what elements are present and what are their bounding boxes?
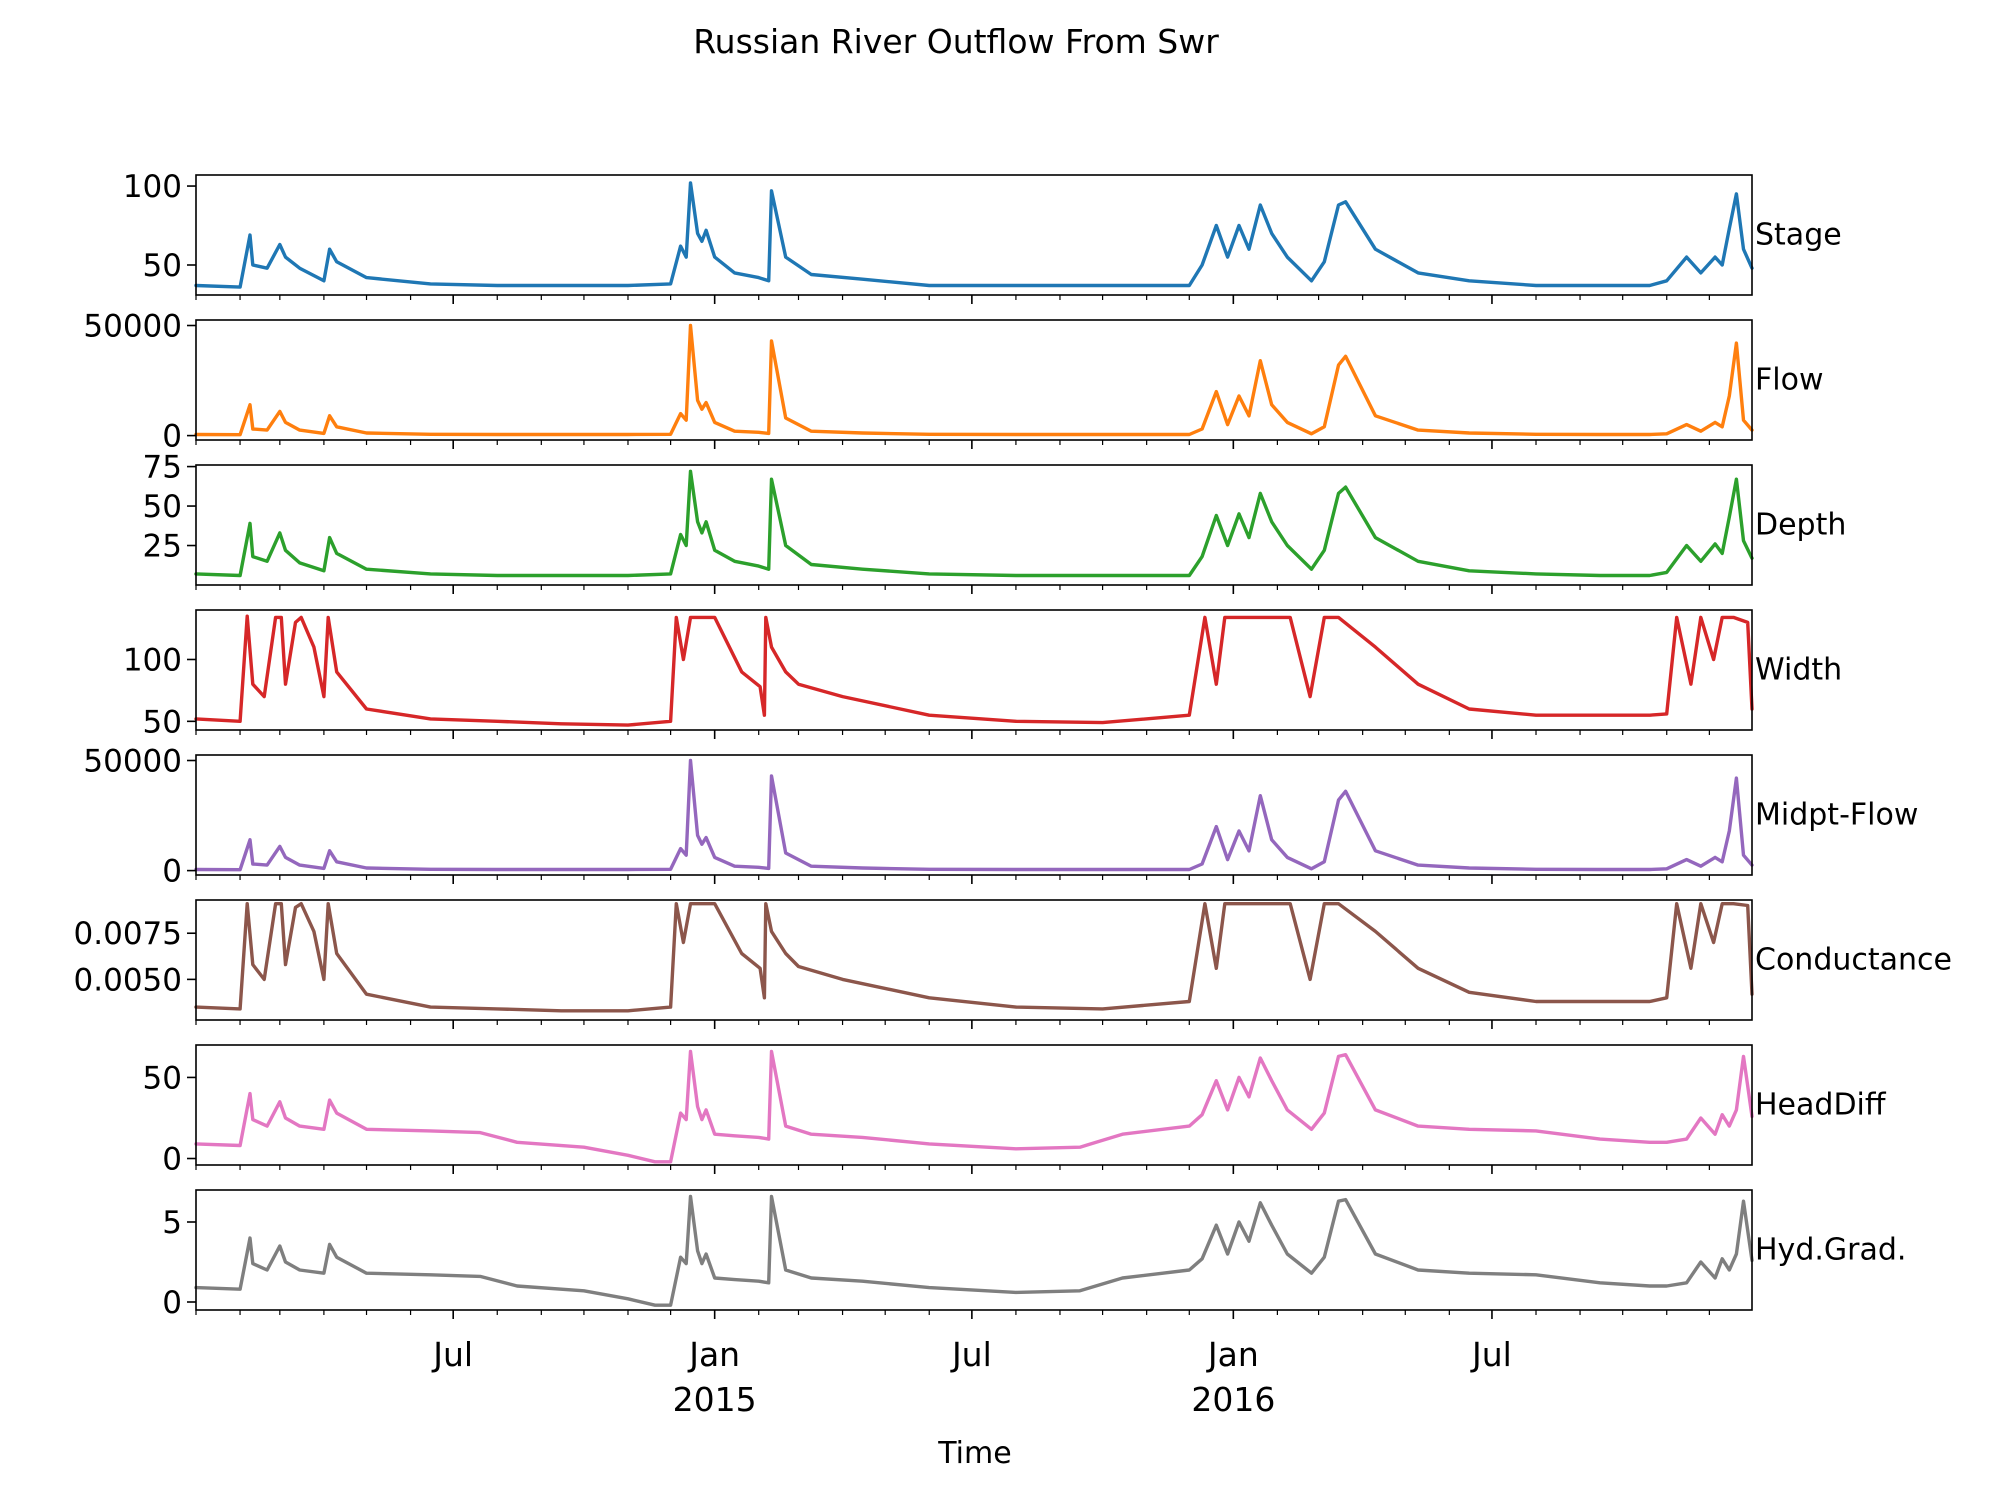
panel-headdiff: 0 50 HeadDiff: [143, 1044, 1887, 1178]
x-tick-label: Jan: [687, 1335, 740, 1374]
panel-frame: [195, 174, 1753, 296]
panel-frame: [195, 464, 1753, 586]
series-label: Midpt-Flow: [1755, 798, 1918, 833]
y-tick-label: 0.0050: [74, 962, 182, 998]
x-tick-label: Jan: [1206, 1335, 1259, 1374]
panel-frame: [195, 899, 1753, 1021]
series-label: HeadDiff: [1755, 1088, 1887, 1123]
x-tick-year-label: 2015: [673, 1380, 757, 1419]
series-label: Stage: [1755, 218, 1842, 253]
y-tick-label: 100: [123, 169, 182, 205]
panel-conductance: 0.0050 0.0075 Conductance: [74, 899, 1952, 1029]
y-tick-label: 0: [162, 1285, 182, 1321]
y-tick-label: 0: [162, 854, 182, 890]
panel-midpt-flow: 0 50000 Midpt-Flow: [83, 744, 1918, 890]
x-axis-label: Time: [937, 1436, 1011, 1471]
series-line: [194, 181, 1754, 289]
series-line: [194, 323, 1754, 437]
chart-title: Russian River Outflow From Swr: [693, 22, 1219, 61]
series-label: Hyd.Grad.: [1755, 1233, 1906, 1268]
panel-hyd-grad-: 0 5 Hyd.Grad.: [162, 1189, 1906, 1321]
series-label: Width: [1755, 653, 1842, 688]
x-tick-label: Jul: [1470, 1335, 1512, 1374]
y-tick-label: 50: [143, 1060, 182, 1096]
panel-stage: 50 100 Stage: [123, 169, 1842, 304]
panel-frame: [195, 609, 1753, 731]
x-axis: Jul Jan 2015 Jul Jan 2016 Jul: [431, 1335, 1512, 1419]
panel-frame: [195, 754, 1753, 876]
y-tick-label: 0.0075: [74, 916, 182, 952]
panel-frame: [195, 1189, 1753, 1311]
series-line: [194, 1194, 1754, 1307]
series-line: [194, 614, 1754, 727]
series-line: [194, 469, 1754, 578]
x-tick-label: Jul: [431, 1335, 473, 1374]
y-tick-label: 50000: [83, 309, 182, 345]
series-line: [194, 902, 1754, 1013]
panel-flow: 0 50000 Flow: [83, 309, 1823, 455]
y-tick-label: 0: [162, 419, 182, 455]
panel-width: 50 100 Width: [123, 609, 1842, 740]
y-tick-label: 50: [143, 489, 182, 525]
series-label: Conductance: [1755, 943, 1952, 978]
x-tick-label: Jul: [950, 1335, 992, 1374]
y-tick-label: 50: [143, 248, 182, 284]
panel-frame: [195, 319, 1753, 441]
y-tick-label: 100: [123, 642, 182, 678]
x-tick-year-label: 2016: [1191, 1380, 1275, 1419]
y-tick-label: 0: [162, 1142, 182, 1178]
y-tick-label: 25: [143, 529, 182, 565]
panel-frame: [195, 1044, 1753, 1166]
y-tick-label: 50: [143, 704, 182, 740]
y-tick-label: 75: [143, 450, 182, 486]
series-label: Flow: [1755, 363, 1823, 398]
series-line: [194, 1049, 1754, 1164]
y-tick-label: 5: [162, 1205, 182, 1241]
series-line: [194, 758, 1754, 872]
y-tick-label: 50000: [83, 744, 182, 780]
series-label: Depth: [1755, 508, 1846, 543]
